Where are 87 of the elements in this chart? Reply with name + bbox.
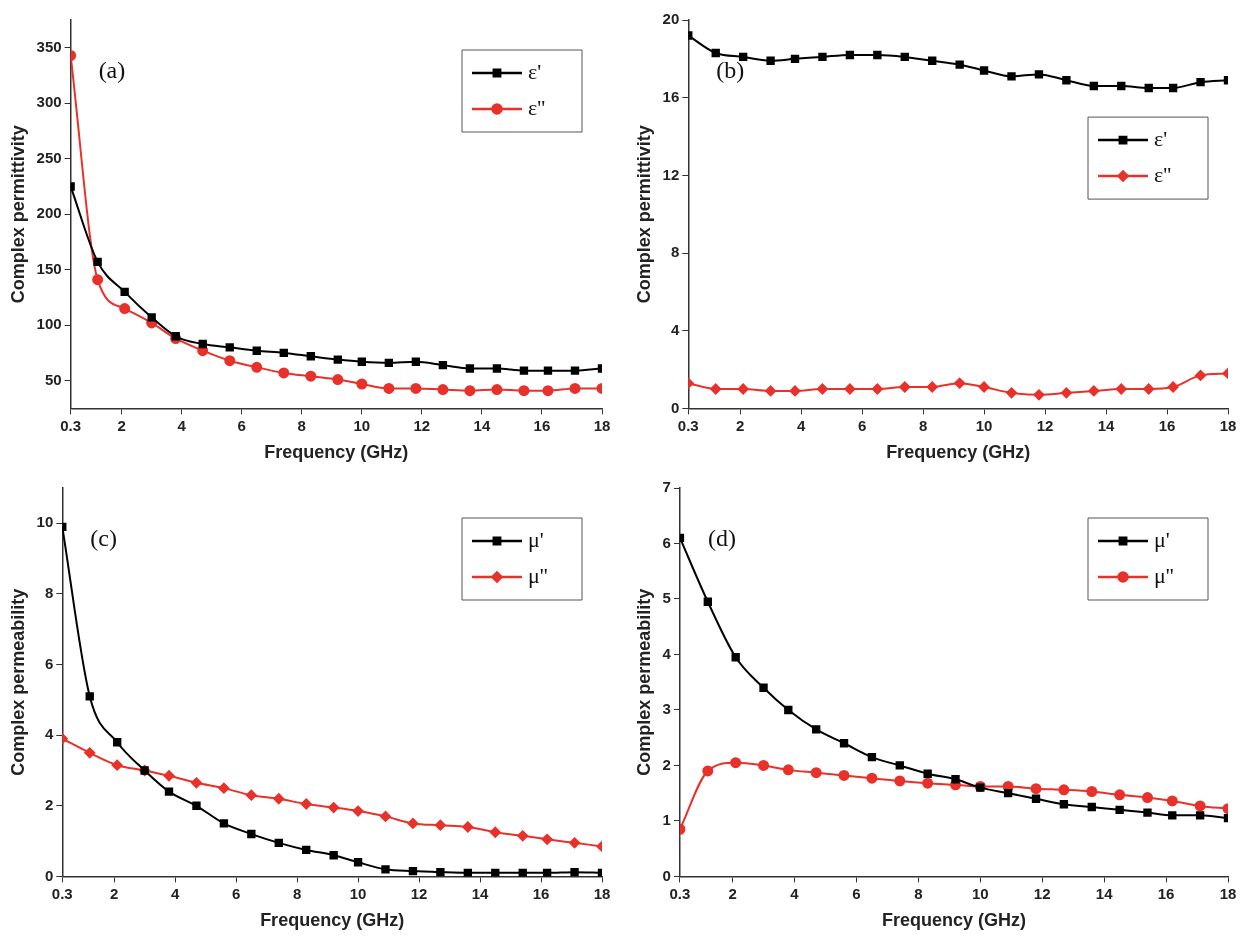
y-tick-label: 4: [670, 320, 680, 338]
y-tick-label: 2: [44, 795, 54, 813]
y-tick-label: 12: [662, 165, 680, 183]
x-tick-label: 14: [1095, 884, 1114, 902]
x-tick-label: 4: [790, 884, 800, 902]
y-tick-label: 8: [670, 243, 680, 261]
x-tick-label: 12: [413, 416, 431, 434]
x-tick-label: 8: [918, 416, 928, 434]
legend-label: ε': [528, 58, 542, 84]
legend-label: μ': [1154, 526, 1170, 552]
x-tick-label: 0.3: [677, 416, 699, 434]
annotation: (c): [90, 525, 117, 552]
x-tick-label: 18: [593, 884, 611, 902]
y-tick-label: 10: [36, 513, 54, 531]
annotation: (a): [98, 57, 126, 84]
y-axis-title: Complex permittivity: [7, 125, 28, 304]
y-tick-label: 250: [36, 148, 62, 166]
y-tick-label: 7: [662, 478, 671, 496]
legend-label: ε'': [528, 94, 546, 120]
x-axis-title: Frequency (GHz): [264, 442, 409, 463]
x-tick-label: 6: [852, 884, 861, 902]
x-tick-label: 18: [1219, 884, 1237, 902]
legend-label: ε'': [1154, 161, 1172, 187]
y-tick-label: 300: [36, 93, 62, 111]
legend-label: μ'': [528, 562, 548, 588]
y-axis-title: Complex permittivity: [633, 125, 654, 304]
x-tick-label: 2: [109, 884, 119, 902]
y-tick-label: 0: [44, 866, 54, 884]
x-tick-label: 14: [471, 884, 490, 902]
x-axis-title: Frequency (GHz): [260, 910, 405, 931]
x-tick-label: 10: [349, 884, 367, 902]
y-tick-label: 50: [44, 370, 62, 388]
y-axis-title: Complex permeability: [7, 588, 28, 776]
x-tick-label: 16: [533, 416, 551, 434]
y-tick-label: 200: [36, 204, 62, 222]
x-tick-label: 2: [728, 884, 737, 902]
x-tick-label: 10: [975, 416, 993, 434]
y-tick-label: 100: [36, 315, 62, 333]
y-tick-label: 6: [44, 654, 54, 672]
x-tick-label: 8: [292, 884, 302, 902]
x-tick-label: 16: [1157, 884, 1175, 902]
y-tick-label: 20: [662, 10, 680, 28]
y-tick-label: 16: [662, 87, 680, 105]
y-tick-label: 0: [670, 398, 680, 416]
legend-label: μ'': [1154, 562, 1174, 588]
x-tick-label: 0.3: [60, 416, 82, 434]
x-tick-label: 14: [473, 416, 491, 434]
x-tick-label: 4: [177, 416, 187, 434]
y-tick-label: 150: [36, 259, 62, 277]
y-axis-title: Complex permeability: [633, 588, 654, 776]
x-tick-label: 6: [231, 884, 241, 902]
x-tick-label: 0.3: [51, 884, 73, 902]
x-tick-label: 16: [532, 884, 550, 902]
y-tick-label: 1: [662, 811, 671, 829]
x-tick-label: 2: [735, 416, 745, 434]
x-tick-label: 14: [1097, 416, 1116, 434]
y-tick-label: 8: [44, 584, 54, 602]
x-tick-label: 2: [117, 416, 126, 434]
x-tick-label: 18: [593, 416, 611, 434]
x-tick-label: 6: [237, 416, 246, 434]
legend-label: μ': [528, 526, 544, 552]
x-axis-title: Frequency (GHz): [886, 442, 1031, 463]
y-tick-label: 3: [662, 700, 671, 718]
x-tick-label: 4: [796, 416, 806, 434]
x-tick-label: 4: [170, 884, 180, 902]
x-tick-label: 12: [1033, 884, 1051, 902]
x-tick-label: 10: [971, 884, 989, 902]
x-tick-label: 18: [1219, 416, 1237, 434]
annotation: (d): [707, 525, 736, 552]
x-axis-title: Frequency (GHz): [881, 910, 1026, 931]
x-tick-label: 8: [914, 884, 923, 902]
y-tick-label: 6: [662, 533, 671, 551]
x-tick-label: 6: [857, 416, 867, 434]
y-tick-label: 0: [662, 866, 671, 884]
x-tick-label: 10: [353, 416, 371, 434]
x-tick-label: 12: [1036, 416, 1054, 434]
annotation: (b): [716, 57, 745, 84]
x-tick-label: 0.3: [669, 884, 691, 902]
x-tick-label: 12: [410, 884, 428, 902]
x-tick-label: 16: [1158, 416, 1176, 434]
legend-label: ε': [1154, 125, 1168, 151]
y-tick-label: 5: [662, 589, 671, 607]
y-tick-label: 2: [662, 755, 671, 773]
y-tick-label: 4: [44, 725, 54, 743]
x-tick-label: 8: [297, 416, 306, 434]
y-tick-label: 350: [36, 37, 62, 55]
y-tick-label: 4: [662, 644, 672, 662]
